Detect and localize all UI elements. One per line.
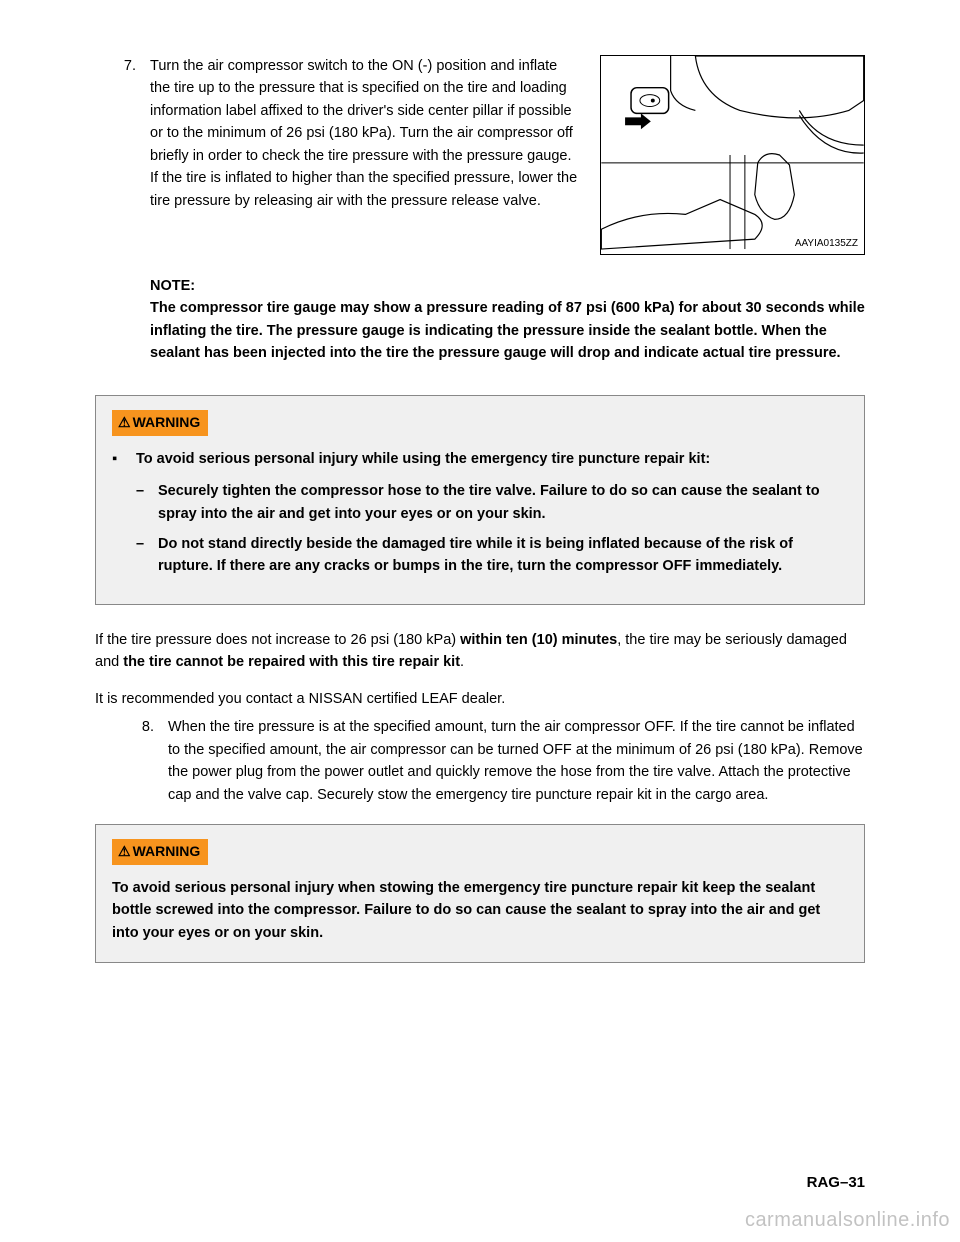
- page-number: RAG–31: [807, 1171, 865, 1194]
- warning2-text: To avoid serious personal injury when st…: [112, 877, 848, 944]
- step-8-body: When the tire pressure is at the specifi…: [168, 716, 865, 806]
- dash-mark: –: [136, 480, 158, 525]
- dash-mark: –: [136, 533, 158, 578]
- warning-box-2: WARNING To avoid serious personal injury…: [95, 824, 865, 963]
- watermark: carmanualsonline.info: [745, 1205, 950, 1236]
- step-8: 8. When the tire pressure is at the spec…: [95, 716, 865, 806]
- note-block: NOTE: The compressor tire gauge may show…: [150, 275, 865, 365]
- warning-box-1: WARNING ▪ To avoid serious personal inju…: [95, 395, 865, 605]
- para1-bold2: the tire cannot be repaired with this ti…: [123, 654, 460, 670]
- warning1-sub1: – Securely tighten the compressor hose t…: [136, 480, 848, 525]
- para1-bold1: within ten (10) minutes: [460, 632, 617, 648]
- note-label: NOTE:: [150, 275, 865, 297]
- bullet-mark: ▪: [112, 448, 136, 470]
- illustration-box: AAYIA0135ZZ: [600, 55, 865, 255]
- paragraph-1: If the tire pressure does not increase t…: [95, 629, 865, 674]
- tire-inflation-illustration: [601, 56, 864, 254]
- step-7: 7. Turn the air compressor switch to the…: [95, 55, 580, 255]
- step-7-number: 7.: [95, 55, 150, 255]
- warning1-sub2: – Do not stand directly beside the damag…: [136, 533, 848, 578]
- figure-caption: AAYIA0135ZZ: [795, 236, 858, 252]
- warning-badge-2: WARNING: [112, 839, 208, 865]
- warning1-sub1-text: Securely tighten the compressor hose to …: [158, 480, 848, 525]
- warning-badge-1: WARNING: [112, 410, 208, 436]
- note-text: The compressor tire gauge may show a pre…: [150, 297, 865, 364]
- warning1-bullet: ▪ To avoid serious personal injury while…: [112, 448, 848, 470]
- step-7-body: Turn the air compressor switch to the ON…: [150, 55, 580, 255]
- para1-pre: If the tire pressure does not increase t…: [95, 632, 460, 648]
- warning1-sub2-text: Do not stand directly beside the damaged…: [158, 533, 848, 578]
- warning1-bullet-text: To avoid serious personal injury while u…: [136, 448, 848, 470]
- para1-post: .: [460, 654, 464, 670]
- step-8-number: 8.: [95, 716, 168, 806]
- paragraph-2: It is recommended you contact a NISSAN c…: [95, 688, 865, 710]
- step-7-row: 7. Turn the air compressor switch to the…: [95, 55, 865, 255]
